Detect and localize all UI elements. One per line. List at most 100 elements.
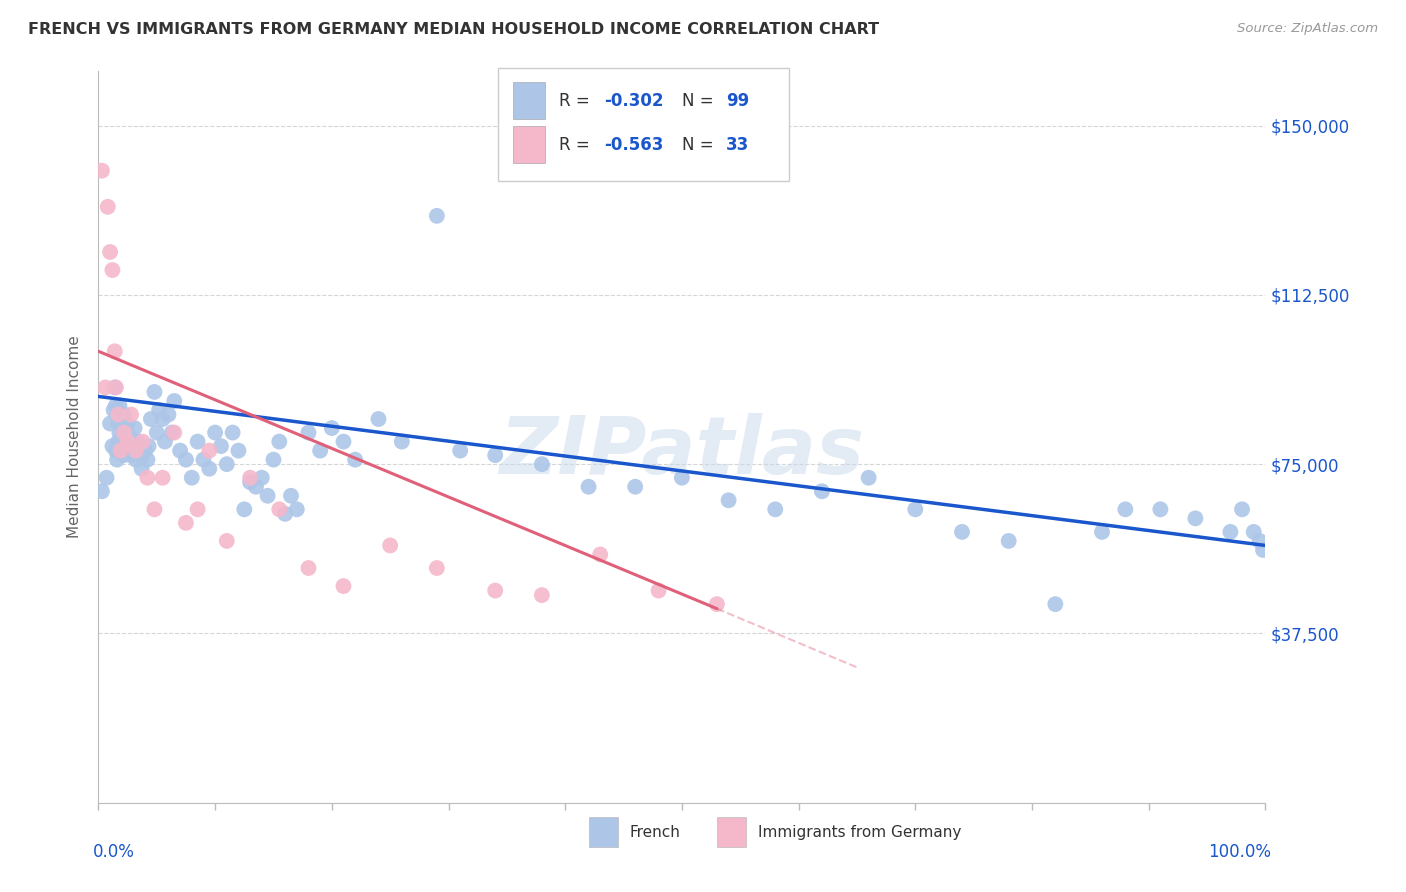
Point <box>1219 524 1241 539</box>
Text: FRENCH VS IMMIGRANTS FROM GERMANY MEDIAN HOUSEHOLD INCOME CORRELATION CHART: FRENCH VS IMMIGRANTS FROM GERMANY MEDIAN… <box>28 22 879 37</box>
Point <box>110 434 132 449</box>
Point <box>321 421 343 435</box>
Point <box>204 425 226 440</box>
Point <box>297 425 319 440</box>
Point <box>169 443 191 458</box>
Point <box>117 417 139 431</box>
Point <box>120 448 142 462</box>
Point <box>262 452 284 467</box>
Point <box>280 489 302 503</box>
Text: R =: R = <box>560 136 595 153</box>
Point <box>228 443 250 458</box>
Point <box>104 443 127 458</box>
Point <box>90 163 112 178</box>
Point <box>285 502 308 516</box>
Point <box>193 452 215 467</box>
Point <box>153 434 176 449</box>
Point <box>221 425 243 440</box>
Point <box>180 471 202 485</box>
Point <box>1251 543 1274 558</box>
Point <box>104 399 127 413</box>
Point <box>1249 533 1271 548</box>
Point <box>104 344 127 359</box>
Point <box>174 452 197 467</box>
Point <box>274 507 297 521</box>
Point <box>108 399 131 413</box>
Point <box>1149 502 1171 516</box>
Point <box>706 597 728 611</box>
Point <box>589 548 612 562</box>
Point <box>160 425 183 440</box>
Point <box>125 452 148 467</box>
Text: 100.0%: 100.0% <box>1208 843 1271 861</box>
Point <box>449 443 471 458</box>
Point <box>215 457 238 471</box>
Point <box>125 443 148 458</box>
Point <box>112 408 135 422</box>
Text: 33: 33 <box>727 136 749 153</box>
Point <box>152 471 174 485</box>
Point <box>111 421 134 435</box>
Point <box>157 408 180 422</box>
Text: N =: N = <box>682 136 718 153</box>
Point <box>1091 524 1114 539</box>
Point <box>187 502 209 516</box>
Point <box>108 425 131 440</box>
Point <box>146 425 169 440</box>
Point <box>122 439 145 453</box>
Point <box>239 471 262 485</box>
Point <box>103 403 125 417</box>
Point <box>309 443 332 458</box>
Text: 0.0%: 0.0% <box>93 843 135 861</box>
Point <box>112 425 135 440</box>
Point <box>120 408 142 422</box>
Point <box>115 439 138 453</box>
Point <box>101 439 124 453</box>
Point <box>426 209 449 223</box>
Point <box>128 448 150 462</box>
FancyBboxPatch shape <box>498 68 789 181</box>
Point <box>344 452 367 467</box>
Point <box>118 443 141 458</box>
Point <box>96 471 118 485</box>
Point <box>90 484 112 499</box>
Point <box>132 434 155 449</box>
Point <box>163 425 186 440</box>
Point <box>101 263 124 277</box>
Point <box>143 502 166 516</box>
Point <box>121 434 143 449</box>
Point <box>127 434 149 449</box>
Point <box>129 439 152 453</box>
FancyBboxPatch shape <box>513 126 546 163</box>
Point <box>530 457 553 471</box>
Point <box>143 384 166 399</box>
Point <box>152 412 174 426</box>
Point <box>111 439 134 453</box>
Point <box>110 443 132 458</box>
Point <box>97 200 120 214</box>
Point <box>1243 524 1265 539</box>
Point <box>131 461 153 475</box>
Text: Source: ZipAtlas.com: Source: ZipAtlas.com <box>1237 22 1378 36</box>
Point <box>950 524 973 539</box>
Point <box>132 448 155 462</box>
Point <box>1114 502 1136 516</box>
Point <box>1045 597 1067 611</box>
Point <box>114 425 136 440</box>
Point <box>997 533 1019 548</box>
Point <box>426 561 449 575</box>
Point <box>671 471 693 485</box>
Point <box>367 412 389 426</box>
Point <box>124 421 146 435</box>
Text: -0.302: -0.302 <box>603 92 664 110</box>
Point <box>233 502 256 516</box>
Text: R =: R = <box>560 92 595 110</box>
Point <box>105 452 128 467</box>
Point <box>256 489 278 503</box>
Point <box>811 484 834 499</box>
Point <box>104 380 127 394</box>
Point <box>269 502 291 516</box>
Point <box>484 448 506 462</box>
Point <box>107 408 129 422</box>
FancyBboxPatch shape <box>513 82 546 119</box>
